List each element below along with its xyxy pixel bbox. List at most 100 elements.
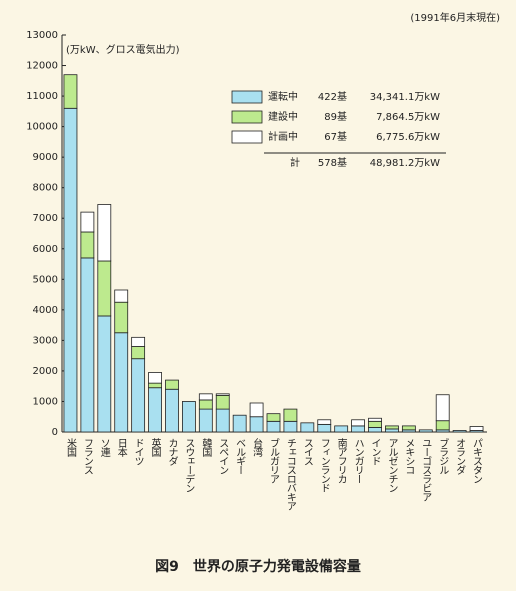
bar-segment: [198, 399, 213, 410]
legend-total-units: 578基: [318, 156, 347, 169]
x-tick-label: スペイン: [217, 438, 229, 474]
bar-segment: [114, 301, 129, 334]
legend-label: 運転中: [268, 90, 298, 103]
y-tick-label: 13000: [26, 30, 58, 41]
x-tick-label: 南アフリカ: [335, 437, 347, 484]
bar-segment: [148, 372, 162, 384]
bar-segment: [181, 401, 196, 433]
bar-segment: [131, 346, 146, 360]
unit-note: (万kW、グロス電気出力): [66, 43, 180, 56]
bar-segment: [368, 420, 382, 428]
y-tick-label: 11000: [26, 91, 58, 102]
legend-total-label: 計: [290, 156, 300, 169]
x-tick-label: カナダ: [166, 438, 178, 466]
legend-capacity: 6,775.6万kW: [376, 132, 440, 143]
x-tick-label: 韓国: [200, 438, 212, 458]
bar-segment: [334, 425, 349, 433]
bar-segment: [317, 423, 332, 433]
y-tick-label: 7000: [33, 213, 58, 224]
bar-segment: [266, 413, 281, 422]
x-tick-label: チェコスロバキア: [284, 438, 296, 511]
y-tick-label: 3000: [33, 335, 58, 346]
bar-segment: [452, 430, 467, 433]
date-note: (1991年6月末現在): [410, 11, 500, 24]
bar-segment: [385, 425, 399, 430]
x-tick-label: スイス: [301, 438, 313, 466]
legend-swatch: [231, 110, 263, 124]
y-tick-label: 12000: [26, 61, 58, 72]
x-tick-label: メキシコ: [403, 438, 414, 475]
y-tick-label: 4000: [33, 305, 58, 316]
bar-segment: [317, 419, 332, 425]
bar-segment: [283, 408, 298, 422]
y-tick-label: 8000: [33, 183, 58, 194]
bar-segment: [80, 257, 95, 433]
legend-total-capacity: 48,981.2万kW: [370, 158, 440, 169]
legend-capacity: 7,864.5万kW: [376, 112, 440, 123]
bar-segment: [80, 231, 95, 259]
bar-segment: [148, 382, 162, 389]
bar-segment: [351, 425, 366, 433]
bar-segment: [114, 332, 129, 433]
bar-segment: [198, 408, 213, 433]
legend-label: 計画中: [268, 130, 298, 143]
x-tick-label: ソ連: [98, 438, 110, 458]
bar-segment: [63, 107, 78, 433]
bar-segment: [131, 336, 146, 347]
bar-segment: [114, 289, 129, 303]
legend-swatch: [231, 90, 263, 104]
bar-segment: [97, 315, 112, 433]
bar-segment: [63, 74, 78, 109]
bar-segment: [418, 429, 433, 433]
bar-segment: [249, 416, 264, 433]
y-tick-label: 0: [52, 427, 58, 438]
y-tick-label: 9000: [33, 152, 58, 163]
caption: 図9 世界の原子力発電設備容量: [155, 558, 361, 575]
bar-segment: [232, 414, 247, 433]
x-tick-label: ブラジル: [437, 437, 449, 474]
bar-segment: [80, 211, 95, 233]
x-tick-label: フランス: [81, 438, 92, 475]
bar-segment: [385, 428, 399, 433]
x-tick-label: パキスタン: [471, 438, 483, 483]
x-tick-label: ドイツ: [132, 438, 144, 465]
x-tick-label: 米国: [64, 437, 76, 458]
x-tick-label: インド: [369, 438, 381, 465]
x-tick-label: オランダ: [454, 438, 466, 475]
y-tick-label: 2000: [33, 366, 58, 377]
bar-segment: [165, 388, 179, 433]
bar-segment: [401, 425, 416, 431]
bar-segment: [215, 394, 230, 410]
y-tick-label: 1000: [33, 396, 58, 407]
bar-segment: [97, 204, 112, 262]
y-tick-label: 10000: [26, 122, 58, 133]
legend-swatch: [231, 130, 263, 144]
y-tick-label: 5000: [33, 274, 58, 285]
legend-capacity: 34,341.1万kW: [370, 92, 440, 103]
x-tick-label: ブルガリア: [268, 437, 280, 484]
legend-units: 422基: [318, 90, 347, 103]
bar-segment: [469, 426, 484, 431]
x-tick-label: フィンランド: [318, 438, 329, 492]
y-tick-label: 6000: [33, 244, 58, 255]
bar-segment: [165, 379, 179, 390]
x-tick-label: 英国: [149, 437, 161, 458]
legend-units: 67基: [324, 130, 347, 143]
bar-segment: [97, 260, 112, 317]
x-tick-label: ユーゴスラビア: [420, 438, 432, 502]
bar-segment: [131, 358, 146, 433]
legend-units: 89基: [324, 110, 347, 123]
bar-segment: [148, 387, 162, 433]
bar-segment: [435, 420, 450, 431]
x-tick-label: 日本: [115, 438, 127, 458]
bar-segment: [249, 402, 264, 418]
bar-segment: [215, 393, 230, 396]
x-tick-label: ベルギー: [234, 438, 246, 474]
bar-segment: [368, 417, 382, 422]
x-tick-label: アルゼンチン: [386, 438, 398, 492]
bar-segment: [368, 427, 382, 433]
bar-segment: [351, 419, 366, 427]
x-tick-label: ハンガリー: [352, 438, 364, 483]
bar-segment: [266, 420, 281, 433]
